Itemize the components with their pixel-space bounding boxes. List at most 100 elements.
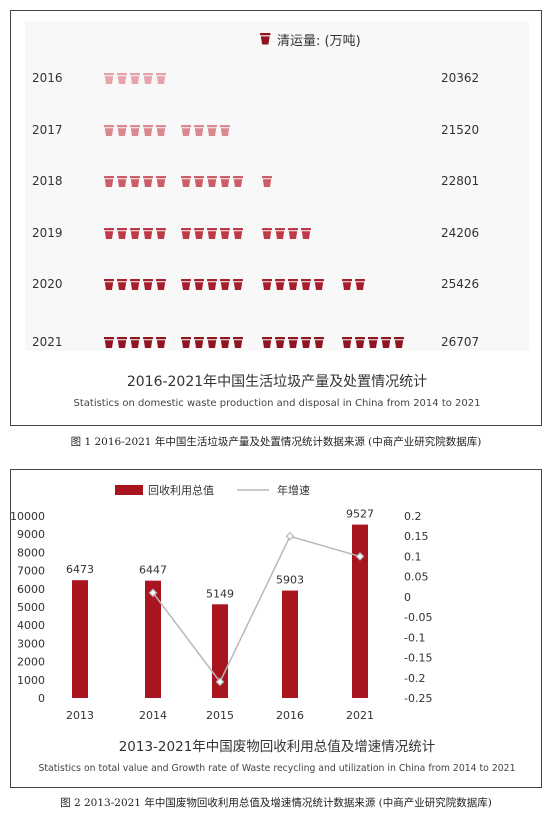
trash-bin-lid [130, 279, 140, 282]
trash-bin-lid [233, 337, 243, 340]
trash-bin-body [156, 282, 166, 290]
trash-bin-body [117, 340, 127, 348]
trash-bin-lid [233, 176, 243, 179]
trash-bin-body [342, 282, 352, 290]
trash-bin-lid [301, 337, 311, 340]
trash-bin-body [181, 128, 191, 136]
left-axis-tick-label: 0 [38, 692, 45, 705]
trash-bin-body [130, 282, 140, 290]
trash-bin-lid [275, 337, 285, 340]
trash-bin-body [275, 340, 285, 348]
trash-bin-body [275, 282, 285, 290]
trash-bin-body [355, 282, 365, 290]
trash-bin-lid [104, 228, 114, 231]
trash-bin-body [143, 282, 153, 290]
trash-bin-body [275, 231, 285, 239]
left-axis-tick-label: 1000 [17, 674, 45, 687]
trash-bin-lid [117, 228, 127, 231]
trash-bin-lid [130, 337, 140, 340]
trash-bin-body [130, 128, 140, 136]
trash-bin-body [143, 76, 153, 84]
trash-bin-lid [207, 176, 217, 179]
trash-bin-body [143, 128, 153, 136]
trash-bin-body [260, 36, 270, 45]
trash-bin-lid [262, 228, 272, 231]
trash-bin-body [156, 128, 166, 136]
trash-bin-icon [194, 176, 204, 187]
trash-bin-lid [104, 125, 114, 128]
trash-bin-lid [143, 228, 153, 231]
trash-bin-lid [207, 337, 217, 340]
trash-bin-lid [342, 279, 352, 282]
trash-bin-icon [275, 228, 285, 239]
trash-bin-body [104, 179, 114, 187]
trash-bin-icon [301, 228, 311, 239]
trash-bin-lid [181, 228, 191, 231]
trash-bin-lid [117, 125, 127, 128]
trash-bin-lid [220, 337, 230, 340]
trash-bin-icon [355, 337, 365, 348]
x-axis-tick-label: 2013 [66, 709, 94, 722]
x-axis-tick-label: 2015 [206, 709, 234, 722]
trash-bin-icon [104, 176, 114, 187]
trash-bin-icon [104, 125, 114, 136]
trash-bin-body [394, 340, 404, 348]
trash-bin-lid [220, 228, 230, 231]
trash-bin-lid [130, 125, 140, 128]
left-axis-tick-label: 5000 [17, 601, 45, 614]
trash-bin-body [194, 231, 204, 239]
growth-rate-point [148, 588, 158, 598]
trash-bin-icon [181, 228, 191, 239]
trash-bin-icon [275, 337, 285, 348]
trash-bin-body [143, 231, 153, 239]
trash-bin-body [194, 340, 204, 348]
trash-bin-body [130, 340, 140, 348]
trash-bin-lid [156, 228, 166, 231]
trash-bin-lid [143, 279, 153, 282]
trash-bin-lid [381, 337, 391, 340]
trash-bin-lid [156, 337, 166, 340]
legend-line-label: 年增速 [277, 483, 310, 497]
pictogram-chart-panel: 清运量: (万吨) 2016 20362 2017 21520 2018 22801 2019… [10, 10, 542, 426]
category-label: 2018 [32, 174, 63, 188]
trash-bin-body [262, 340, 272, 348]
trash-bin-icon [143, 279, 153, 290]
chart-title: 2013-2021年中国废物回收利用总值及增速情况统计 [119, 739, 436, 755]
trash-bin-lid [117, 73, 127, 76]
left-axis-tick-label: 6000 [17, 583, 45, 596]
trash-bin-icon [262, 228, 272, 239]
trash-bin-body [233, 282, 243, 290]
trash-bin-lid [104, 279, 114, 282]
trash-bin-body [117, 76, 127, 84]
trash-bin-body [194, 282, 204, 290]
trash-bin-body [207, 231, 217, 239]
right-axis-tick-label: -0.25 [404, 692, 432, 705]
x-axis-tick-label: 2014 [139, 709, 167, 722]
trash-bin-lid [220, 125, 230, 128]
trash-bin-lid [181, 125, 191, 128]
trash-bin-body [381, 340, 391, 348]
pictogram-chart: 清运量: (万吨) 2016 20362 2017 21520 2018 22801 2019… [25, 21, 529, 409]
trash-bin-icon [207, 176, 217, 187]
trash-bin-lid [275, 228, 285, 231]
trash-bin-icon [130, 228, 140, 239]
trash-bin-body [233, 231, 243, 239]
legend-trash-bin-icon [260, 33, 271, 45]
figure-1-caption: 图 1 2016-2021 年中国生活垃圾产量及处置情况统计数据来源 (中商产业… [70, 436, 482, 448]
trash-bin-icon [355, 279, 365, 290]
bar-value-label: 5903 [276, 574, 304, 587]
trash-bin-lid [301, 279, 311, 282]
trash-bin-lid [104, 337, 114, 340]
right-axis-tick-label: 0.05 [404, 571, 429, 584]
trash-bin-icon [130, 279, 140, 290]
trash-bin-lid [194, 337, 204, 340]
trash-bin-lid [181, 337, 191, 340]
trash-bin-icon [117, 337, 127, 348]
trash-bin-icon [220, 228, 230, 239]
bar [282, 590, 298, 698]
right-axis-tick-label: -0.05 [404, 611, 432, 624]
trash-bin-icon [130, 73, 140, 84]
trash-bin-body [181, 282, 191, 290]
trash-bin-body [156, 179, 166, 187]
trash-bin-icon [117, 125, 127, 136]
